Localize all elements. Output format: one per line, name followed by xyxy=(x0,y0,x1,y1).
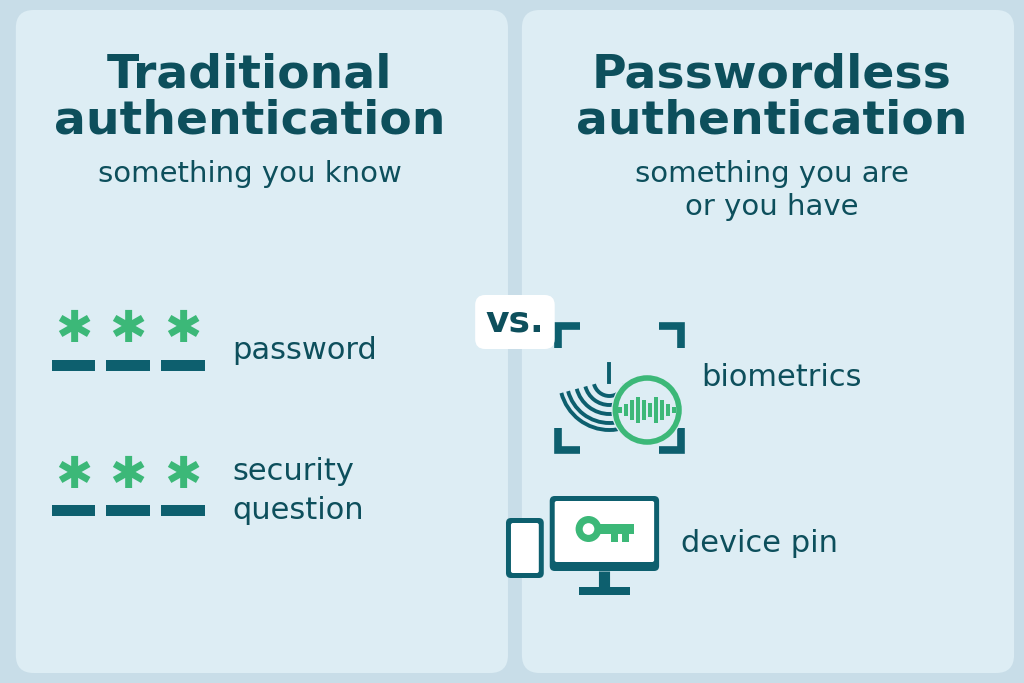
Text: Traditional: Traditional xyxy=(106,52,392,97)
Circle shape xyxy=(611,374,683,446)
FancyBboxPatch shape xyxy=(550,496,659,571)
Text: biometrics: biometrics xyxy=(700,363,861,393)
Text: authentication: authentication xyxy=(53,98,445,143)
Text: ✱: ✱ xyxy=(55,309,92,352)
Bar xyxy=(648,403,652,417)
Bar xyxy=(622,534,629,542)
Bar xyxy=(106,360,151,371)
Bar xyxy=(654,397,658,423)
Text: security: security xyxy=(232,456,354,486)
Text: Passwordless: Passwordless xyxy=(592,52,951,97)
Bar xyxy=(161,360,205,371)
Bar xyxy=(51,505,95,516)
Bar xyxy=(625,404,629,416)
FancyBboxPatch shape xyxy=(15,10,508,673)
Bar xyxy=(579,587,630,595)
Bar xyxy=(51,360,95,371)
Text: ✱: ✱ xyxy=(164,309,202,352)
FancyBboxPatch shape xyxy=(475,295,555,349)
Text: password: password xyxy=(232,336,377,365)
Text: authentication: authentication xyxy=(575,98,968,143)
Bar xyxy=(666,404,670,416)
Circle shape xyxy=(583,523,594,535)
Bar xyxy=(642,400,646,420)
Text: ✱: ✱ xyxy=(110,309,146,352)
Bar xyxy=(611,534,617,542)
Text: vs.: vs. xyxy=(485,305,544,339)
Bar xyxy=(161,505,205,516)
Text: or you have: or you have xyxy=(685,193,858,221)
FancyBboxPatch shape xyxy=(522,10,1014,673)
Text: device pin: device pin xyxy=(681,529,838,557)
Text: something you are: something you are xyxy=(635,160,908,188)
FancyBboxPatch shape xyxy=(506,518,544,578)
Text: something you know: something you know xyxy=(97,160,401,188)
Bar xyxy=(618,407,623,413)
Bar xyxy=(106,505,151,516)
Bar xyxy=(636,397,640,423)
Text: ✱: ✱ xyxy=(55,454,92,497)
Text: ✱: ✱ xyxy=(164,454,202,497)
Text: question: question xyxy=(232,496,365,525)
Text: ✱: ✱ xyxy=(110,454,146,497)
Bar xyxy=(598,524,634,534)
Circle shape xyxy=(575,516,601,542)
FancyBboxPatch shape xyxy=(555,501,654,562)
Bar xyxy=(660,400,665,420)
Circle shape xyxy=(615,378,679,442)
Bar xyxy=(630,400,634,420)
Bar xyxy=(672,407,676,413)
FancyBboxPatch shape xyxy=(511,523,539,573)
